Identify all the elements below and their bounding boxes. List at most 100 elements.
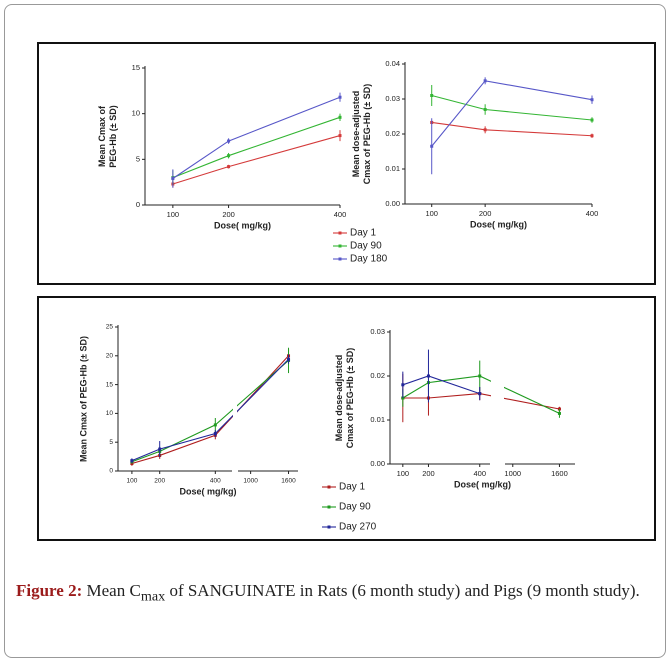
data-point <box>227 154 231 158</box>
y-axis-label: Mean dose-adjusted <box>351 91 361 178</box>
legend-marker <box>327 505 331 509</box>
x-tick-label: 200 <box>222 210 235 219</box>
y-axis-label: Mean dose-adjusted <box>334 355 344 442</box>
data-point <box>430 94 434 97</box>
series-line <box>131 358 289 462</box>
legend-label: Day 90 <box>350 241 382 252</box>
y-axis-label: Cmax of PEG-Hb (± SD) <box>362 84 372 184</box>
x-tick-label: 1600 <box>281 478 296 485</box>
legend-marker <box>327 485 331 489</box>
caption: Figure 2: Mean Cmax of SANGUINATE in Rat… <box>16 578 656 609</box>
series-line <box>172 96 341 179</box>
caption-label: Figure 2: <box>16 581 83 600</box>
data-point <box>227 139 231 143</box>
series-line <box>172 116 341 179</box>
axis-break <box>233 317 237 475</box>
panel-box <box>37 42 656 285</box>
y-tick-label: 0.00 <box>370 459 385 468</box>
data-point <box>213 423 217 427</box>
x-axis-label: Dose( mg/kg) <box>214 220 271 230</box>
y-tick-label: 0.01 <box>370 415 385 424</box>
x-axis-label: Dose( mg/kg) <box>179 486 236 496</box>
y-tick-label: 10 <box>132 109 140 118</box>
panel-box <box>37 296 656 541</box>
legend-marker <box>338 231 342 235</box>
data-point <box>590 118 594 122</box>
y-axis-label: PEG-Hb (± SD) <box>108 105 118 167</box>
data-point <box>227 165 231 169</box>
legend-label: Day 1 <box>339 482 366 493</box>
y-tick-label: 5 <box>136 154 140 163</box>
series-line <box>402 393 560 410</box>
data-point <box>590 98 594 102</box>
y-tick-label: 15 <box>132 63 140 72</box>
legend-label: Day 90 <box>339 502 371 513</box>
figure-frame <box>4 4 666 658</box>
data-point <box>338 115 342 119</box>
x-tick-label: 200 <box>154 478 165 485</box>
legend-marker <box>338 244 342 248</box>
y-tick-label: 0.00 <box>385 199 400 208</box>
y-tick-label: 0.02 <box>385 129 400 138</box>
y-tick-label: 0.03 <box>370 327 385 336</box>
y-axis-label: Cmax of PEG-Hb (± SD) <box>345 348 355 448</box>
series-line <box>431 121 593 137</box>
data-point <box>483 108 487 111</box>
y-tick-label: 5 <box>109 439 113 446</box>
data-point <box>483 128 487 132</box>
data-point <box>557 411 561 415</box>
legend-marker <box>327 525 331 529</box>
y-axis-label: Mean Cmax of PEG-Hb (± SD) <box>78 336 88 462</box>
y-tick-label: 0.02 <box>370 371 385 380</box>
data-point <box>590 134 594 138</box>
x-tick-label: 200 <box>479 209 492 218</box>
x-tick-label: 400 <box>473 469 486 478</box>
series-line <box>402 375 560 414</box>
data-point <box>338 95 342 99</box>
x-axis-label: Dose( mg/kg) <box>470 219 527 229</box>
x-tick-label: 100 <box>126 478 137 485</box>
legend-marker <box>338 257 342 261</box>
data-point <box>430 144 434 148</box>
legend-label: Day 1 <box>350 228 377 239</box>
y-tick-label: 0.01 <box>385 164 400 173</box>
y-tick-label: 0 <box>109 468 113 475</box>
data-point <box>213 432 217 436</box>
data-point <box>401 383 405 387</box>
data-point <box>158 447 162 451</box>
legend-label: Day 270 <box>339 522 377 533</box>
y-tick-label: 25 <box>106 324 114 331</box>
y-tick-label: 0 <box>136 200 140 209</box>
legend-label: Day 180 <box>350 254 388 265</box>
caption-text: Mean C <box>82 581 141 600</box>
x-tick-label: 1600 <box>551 469 568 478</box>
x-tick-label: 1000 <box>504 469 521 478</box>
x-tick-label: 400 <box>334 210 347 219</box>
series-line <box>172 135 341 185</box>
series-line <box>131 359 289 463</box>
y-tick-label: 0.03 <box>385 94 400 103</box>
data-point <box>483 79 487 83</box>
data-point <box>478 392 482 396</box>
x-tick-label: 100 <box>167 210 180 219</box>
x-tick-label: 400 <box>210 478 221 485</box>
data-point <box>426 374 430 378</box>
series-line <box>431 80 593 147</box>
caption-subscript: max <box>140 588 166 605</box>
caption-text: of SANGUINATE in Rats (6 month study) an… <box>165 581 640 600</box>
axis-break <box>491 322 504 468</box>
y-tick-label: 20 <box>106 353 114 360</box>
x-axis-label: Dose( mg/kg) <box>454 479 511 489</box>
data-point <box>171 177 175 181</box>
data-point <box>338 134 342 138</box>
data-point <box>478 374 482 378</box>
x-tick-label: 100 <box>397 469 410 478</box>
y-tick-label: 10 <box>106 410 114 417</box>
x-tick-label: 1000 <box>243 478 258 485</box>
x-tick-label: 100 <box>425 209 438 218</box>
y-tick-label: 0.04 <box>385 59 400 68</box>
data-point <box>130 459 134 463</box>
y-axis-label: Mean Cmax of <box>97 105 107 167</box>
